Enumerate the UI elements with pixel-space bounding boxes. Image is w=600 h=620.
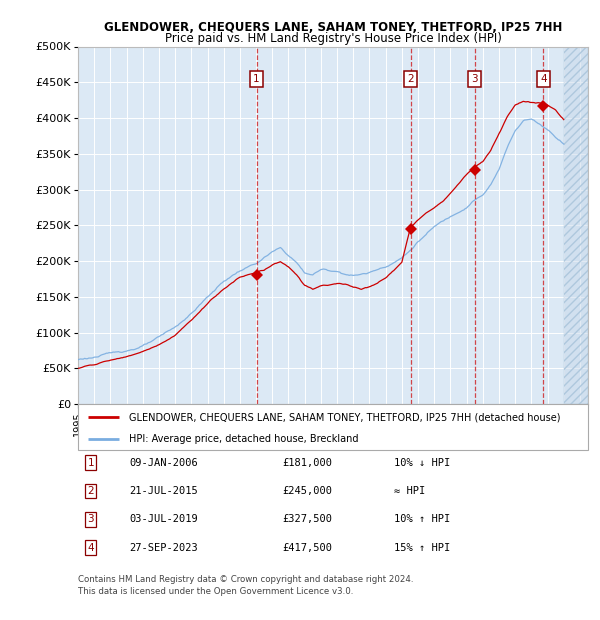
Text: £417,500: £417,500 [282, 542, 332, 553]
Bar [564, 46, 588, 404]
Text: 10% ↑ HPI: 10% ↑ HPI [394, 515, 451, 525]
Text: 4: 4 [88, 542, 94, 553]
Text: Contains HM Land Registry data © Crown copyright and database right 2024.
This d: Contains HM Land Registry data © Crown c… [78, 575, 413, 596]
Text: 2: 2 [88, 486, 94, 496]
Text: 09-JAN-2006: 09-JAN-2006 [129, 458, 198, 467]
Text: GLENDOWER, CHEQUERS LANE, SAHAM TONEY, THETFORD, IP25 7HH (detached house): GLENDOWER, CHEQUERS LANE, SAHAM TONEY, T… [129, 412, 560, 422]
Text: 3: 3 [88, 515, 94, 525]
Text: HPI: Average price, detached house, Breckland: HPI: Average price, detached house, Brec… [129, 434, 359, 444]
Text: ≈ HPI: ≈ HPI [394, 486, 425, 496]
Title: Price paid vs. HM Land Registry's House Price Index (HPI): Price paid vs. HM Land Registry's House … [164, 32, 502, 45]
Text: 21-JUL-2015: 21-JUL-2015 [129, 486, 198, 496]
Text: 2: 2 [407, 74, 414, 84]
Text: 4: 4 [540, 74, 547, 84]
Bar [564, 46, 588, 404]
Text: 3: 3 [472, 74, 478, 84]
Text: £327,500: £327,500 [282, 515, 332, 525]
Text: 10% ↓ HPI: 10% ↓ HPI [394, 458, 451, 467]
Text: £181,000: £181,000 [282, 458, 332, 467]
Text: GLENDOWER, CHEQUERS LANE, SAHAM TONEY, THETFORD, IP25 7HH: GLENDOWER, CHEQUERS LANE, SAHAM TONEY, T… [104, 21, 562, 34]
Text: £245,000: £245,000 [282, 486, 332, 496]
Text: 1: 1 [253, 74, 260, 84]
FancyBboxPatch shape [78, 404, 588, 450]
Text: 03-JUL-2019: 03-JUL-2019 [129, 515, 198, 525]
Text: 27-SEP-2023: 27-SEP-2023 [129, 542, 198, 553]
Text: 1: 1 [88, 458, 94, 467]
Text: 15% ↑ HPI: 15% ↑ HPI [394, 542, 451, 553]
